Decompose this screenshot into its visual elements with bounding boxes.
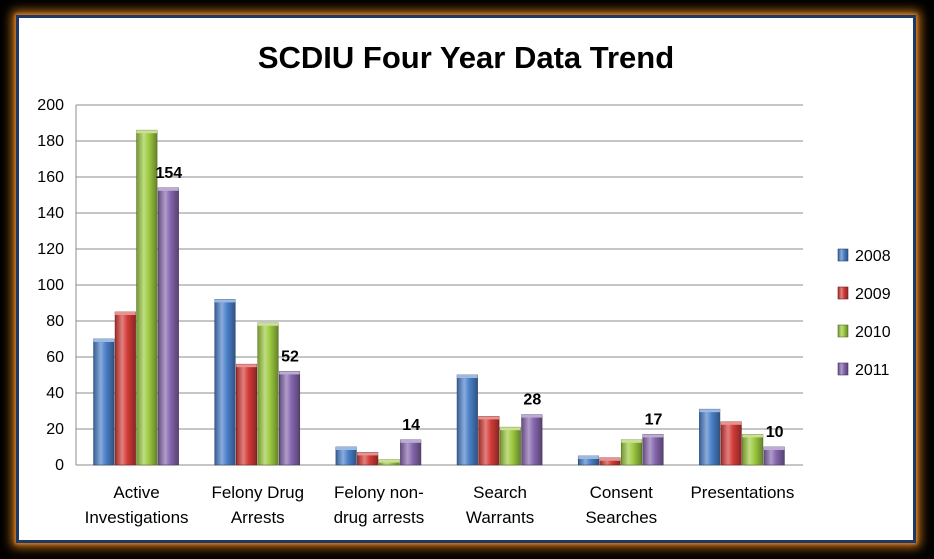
bar-top-2011-0 [158, 187, 179, 191]
bar-2009-0 [114, 311, 136, 466]
data-label: 52 [281, 348, 299, 365]
legend-swatch-2008 [837, 248, 849, 262]
bar-2010-4 [620, 439, 643, 466]
bar-2011-2 [400, 439, 422, 466]
legend-label-2010: 2010 [855, 324, 891, 341]
category-label: Felony Drug [211, 483, 304, 502]
bar-top-2010-1 [257, 322, 279, 326]
bar-top-2008-4 [578, 456, 599, 459]
data-labels: 154 52 14 28 17 10 [155, 165, 783, 441]
bar-top-2009-3 [478, 416, 500, 420]
y-tick-label: 160 [37, 169, 64, 186]
axes: 0 20 40 60 80 100 120 140 160 180 200 [37, 97, 803, 474]
y-tick-label: 20 [46, 421, 64, 438]
category-label: Felony non- [334, 483, 424, 502]
y-tick-label: 60 [46, 349, 64, 366]
bar-top-2011-2 [400, 439, 421, 443]
y-tick-label: 180 [37, 133, 64, 150]
category-labels: Active Investigations Felony Drug Arrests Fe… [85, 483, 795, 527]
bar-2009-5 [720, 421, 742, 466]
bar-2008-1 [214, 299, 236, 466]
y-tick-label: 120 [37, 241, 64, 258]
bar-top-2010-3 [500, 427, 521, 431]
bar-top-2010-5 [742, 434, 763, 438]
bar-top-2011-1 [279, 371, 300, 375]
legend: 2008 2009 2010 2011 [837, 248, 891, 379]
bar-2009-1 [235, 363, 258, 466]
y-tick-label: 140 [37, 205, 64, 222]
bar-top-2010-2 [378, 459, 400, 463]
y-tick-label: 80 [46, 313, 64, 330]
legend-swatch-2011 [837, 362, 849, 376]
data-label: 10 [766, 424, 784, 441]
chart-title: SCDIU Four Year Data Trend [258, 40, 674, 75]
y-tick-label: 200 [37, 97, 64, 114]
bar-top-2008-2 [335, 447, 357, 450]
bar-2010-5 [742, 434, 764, 466]
bar-2010-3 [499, 426, 521, 466]
bar-top-2008-3 [457, 375, 478, 378]
y-tick-label: 40 [46, 385, 64, 402]
bar-2009-3 [478, 416, 500, 466]
gridlines [76, 104, 803, 466]
data-label: 17 [645, 411, 663, 428]
bar-top-2011-4 [642, 434, 664, 438]
category-label: drug arrests [334, 508, 425, 527]
bar-top-2008-1 [214, 299, 236, 303]
legend-label-2011: 2011 [855, 362, 890, 379]
bar-2010-0 [136, 129, 158, 466]
bar-top-2009-1 [236, 364, 257, 368]
legend-swatch-2009 [837, 286, 849, 300]
bar-top-2009-2 [357, 452, 378, 456]
y-tick-label: 100 [37, 277, 64, 294]
bar-2011-1 [278, 371, 301, 466]
bar-2011-4 [642, 434, 664, 466]
bar-2008-5 [699, 408, 721, 466]
bar-top-2011-5 [763, 447, 785, 450]
bar-2010-1 [257, 322, 279, 466]
bar-2008-3 [456, 374, 478, 466]
bar-top-2009-5 [720, 421, 742, 425]
bar-2011-3 [521, 414, 543, 466]
bar-top-2008-5 [699, 409, 720, 413]
category-label: Warrants [466, 508, 534, 527]
category-label: Arrests [231, 508, 285, 527]
y-tick-label: 0 [55, 457, 64, 474]
bars [93, 129, 785, 466]
bar-2011-0 [157, 187, 179, 466]
bar-top-2009-0 [115, 312, 136, 315]
bar-top-2009-4 [599, 457, 621, 461]
legend-label-2008: 2008 [855, 248, 891, 265]
legend-label-2009: 2009 [855, 286, 891, 303]
category-label: Presentations [690, 483, 794, 502]
legend-swatch-2010 [837, 324, 849, 338]
category-label: Investigations [85, 508, 189, 527]
category-label: Active [113, 483, 159, 502]
bar-top-2010-4 [621, 439, 642, 443]
category-label: Searches [585, 508, 657, 527]
bar-top-2010-0 [136, 130, 158, 134]
data-label: 14 [402, 417, 420, 434]
category-label: Consent [590, 483, 654, 502]
category-label: Search [473, 483, 527, 502]
bar-2008-0 [93, 338, 115, 466]
data-label: 28 [523, 392, 541, 409]
data-label: 154 [155, 165, 182, 182]
bar-top-2008-0 [93, 339, 115, 342]
bar-top-2011-3 [521, 414, 543, 418]
